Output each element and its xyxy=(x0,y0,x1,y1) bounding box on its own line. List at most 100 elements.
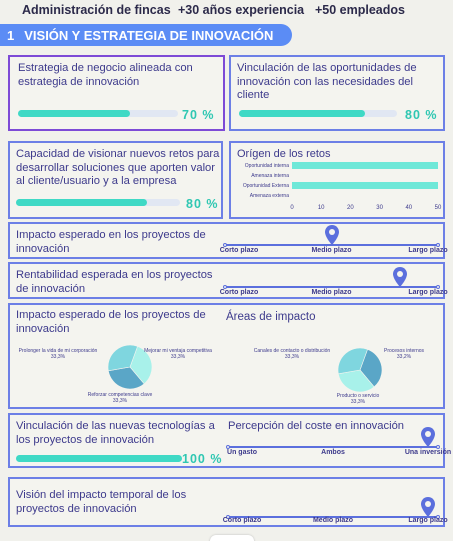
origen-chart-title: Orígen de los retos xyxy=(237,148,331,160)
tecnologias-title: Vinculación de las nuevas tecnologías a … xyxy=(16,420,215,446)
estrategia-percent: 70 % xyxy=(182,108,215,122)
pie-slice-label: Canales de contacto o distribución 33,3% xyxy=(254,348,330,360)
scale-label: Ambos xyxy=(321,449,345,456)
scale-label: Medio plazo xyxy=(312,517,354,524)
pie-chart xyxy=(337,347,383,393)
scale-end-dot xyxy=(436,515,440,519)
pie-value-label: 33,2% xyxy=(396,354,412,360)
section-title-text: VISIÓN Y ESTRATEGIA DE INNOVACIÓN xyxy=(24,27,274,43)
areas-impacto-title: Áreas de impacto xyxy=(226,311,316,323)
location-pin-icon[interactable] xyxy=(324,224,340,246)
pie-value-label: 33,3% xyxy=(170,354,186,360)
bar-category-label: Amenaza interna xyxy=(251,173,289,179)
vinculacion-percent: 80 % xyxy=(405,108,438,122)
pie-slice-label: Prolonger la vida de mi corporación 33,3% xyxy=(19,348,98,360)
section-title: 1 VISIÓN Y ESTRATEGIA DE INNOVACIÓN xyxy=(0,24,292,46)
scale-label: Largo plazo xyxy=(408,517,448,524)
card-impacto-temporal[interactable]: Visión del impacto temporal de los proye… xyxy=(8,477,448,527)
scale-end-dot xyxy=(436,285,440,289)
pie-category-name: Canales de contacto o distribución xyxy=(253,348,331,354)
pie-category-name: Producto o servicio xyxy=(336,393,380,399)
scale-label: Corto plazo xyxy=(222,517,262,524)
impacto-proyectos-title: Impacto esperado de los proyectos de inn… xyxy=(16,309,206,335)
scale-label: Corto plazo xyxy=(219,289,259,296)
impacto-temporal-title: Visión del impacto temporal de los proye… xyxy=(16,489,187,515)
scale-line[interactable] xyxy=(225,286,438,288)
pie-value-label: 33,3% xyxy=(112,398,128,404)
pie-category-name: Prolonger la vida de mi corporación xyxy=(18,348,98,354)
location-pin-icon[interactable] xyxy=(420,496,436,518)
tecnologias-progress xyxy=(16,455,182,462)
estrategia-progress-fill xyxy=(18,110,130,117)
card-vinculacion-oportunidades[interactable]: Vinculación de las oportunidades de inno… xyxy=(229,55,445,131)
location-pin-icon[interactable] xyxy=(420,426,436,448)
pie-category-name: Procesos internos xyxy=(383,348,425,354)
impacto-esperado-title: Impacto esperado en los proyectos de inn… xyxy=(16,229,206,255)
vinculacion-progress xyxy=(239,110,397,117)
percepcion-coste-title: Percepción del coste en innovación xyxy=(228,420,405,432)
scale-end-dot xyxy=(223,285,227,289)
pie-value-label: 33,3% xyxy=(50,354,66,360)
pie-slice-label: Producto o servicio 33,3% xyxy=(337,393,380,405)
scale-label: Corto plazo xyxy=(219,247,259,254)
pie-category-name: Reforzar competencias clave xyxy=(87,392,153,398)
rentabilidad-title: Rentabilidad esperada en los proyectos d… xyxy=(16,269,213,295)
card-capacidad[interactable]: Capacidad de visionar nuevos retos para … xyxy=(8,141,223,219)
x-tick-label: 0 xyxy=(290,205,294,211)
bar-category-label: Oportunidad Externa xyxy=(242,183,289,189)
x-tick-label: 50 xyxy=(434,205,442,211)
pie-value-label: 33,3% xyxy=(284,354,300,360)
scale-label: Largo plazo xyxy=(408,247,448,254)
x-tick-label: 10 xyxy=(317,205,325,211)
pie-slice xyxy=(359,348,383,388)
card-capacidad-title: Capacidad de visionar nuevos retos para … xyxy=(16,148,220,187)
card-tecnologias-coste[interactable]: Vinculación de las nuevas tecnologías a … xyxy=(8,413,451,468)
pie-charts-area: Prolonger la vida de mi corporación 33,3%… xyxy=(10,305,443,407)
bar-category-label: Oportunidad interna xyxy=(244,163,289,169)
pie-slice xyxy=(107,366,145,390)
capacidad-progress xyxy=(16,199,180,206)
x-tick-label: 30 xyxy=(376,205,383,211)
bar-mark xyxy=(292,182,438,189)
bottom-tab-handle[interactable] xyxy=(210,535,254,541)
scale-label: Largo plazo xyxy=(408,289,448,296)
header-item-experiencia: +30 años experiencia xyxy=(178,3,305,17)
scale-label: Medio plazo xyxy=(311,247,352,254)
pie-slice xyxy=(337,347,368,375)
tecnologias-progress-fill xyxy=(16,455,182,462)
scale-label: Medio plazo xyxy=(311,289,352,296)
pie-chart xyxy=(107,344,153,390)
bar-mark xyxy=(292,162,438,169)
location-pin-icon[interactable] xyxy=(392,266,408,288)
x-tick-label: 40 xyxy=(405,205,413,211)
card-origen-retos: Orígen de los retos Oportunidad interna A… xyxy=(229,141,445,219)
scale-label: Un gasto xyxy=(227,449,257,456)
top-header: Administración de fincas +30 años experi… xyxy=(0,0,453,20)
pie-slice xyxy=(337,369,375,393)
pie-category-name: Mejorar mi ventaja competitiva xyxy=(144,348,212,354)
card-impacto-areas: Impacto esperado de los proyectos de inn… xyxy=(8,303,445,409)
card-estrategia-title: Estrategia de negocio alineada con estra… xyxy=(18,62,193,88)
tecnologias-percent: 100 % xyxy=(182,452,223,466)
scale-end-dot xyxy=(436,243,440,247)
pie-slice xyxy=(107,344,138,372)
scale-end-dot xyxy=(223,243,227,247)
scale-line[interactable] xyxy=(228,446,438,448)
scale-label: Una inversión xyxy=(404,449,452,456)
pie-value-label: 33,3% xyxy=(350,399,366,405)
capacidad-percent: 80 % xyxy=(186,197,219,211)
card-rentabilidad[interactable]: Rentabilidad esperada en los proyectos d… xyxy=(8,262,448,299)
card-vinculacion-title: Vinculación de las oportunidades de inno… xyxy=(237,62,417,101)
pie-slice-label: Procesos internos 33,2% xyxy=(384,348,424,360)
bar-category-label: Amenaza externa xyxy=(249,193,289,199)
section-number: 1 xyxy=(7,27,15,43)
scale-end-dot xyxy=(226,515,230,519)
card-impacto-esperado[interactable]: Impacto esperado en los proyectos de inn… xyxy=(8,222,448,259)
header-item-administracion: Administración de fincas xyxy=(22,3,171,17)
scale-line[interactable] xyxy=(228,516,438,518)
card-estrategia[interactable]: Estrategia de negocio alineada con estra… xyxy=(8,55,225,131)
pie-slice-label: Reforzar competencias clave 33,3% xyxy=(88,392,152,404)
estrategia-progress xyxy=(18,110,178,117)
pie-slice xyxy=(129,345,153,385)
scale-end-dot xyxy=(226,445,230,449)
